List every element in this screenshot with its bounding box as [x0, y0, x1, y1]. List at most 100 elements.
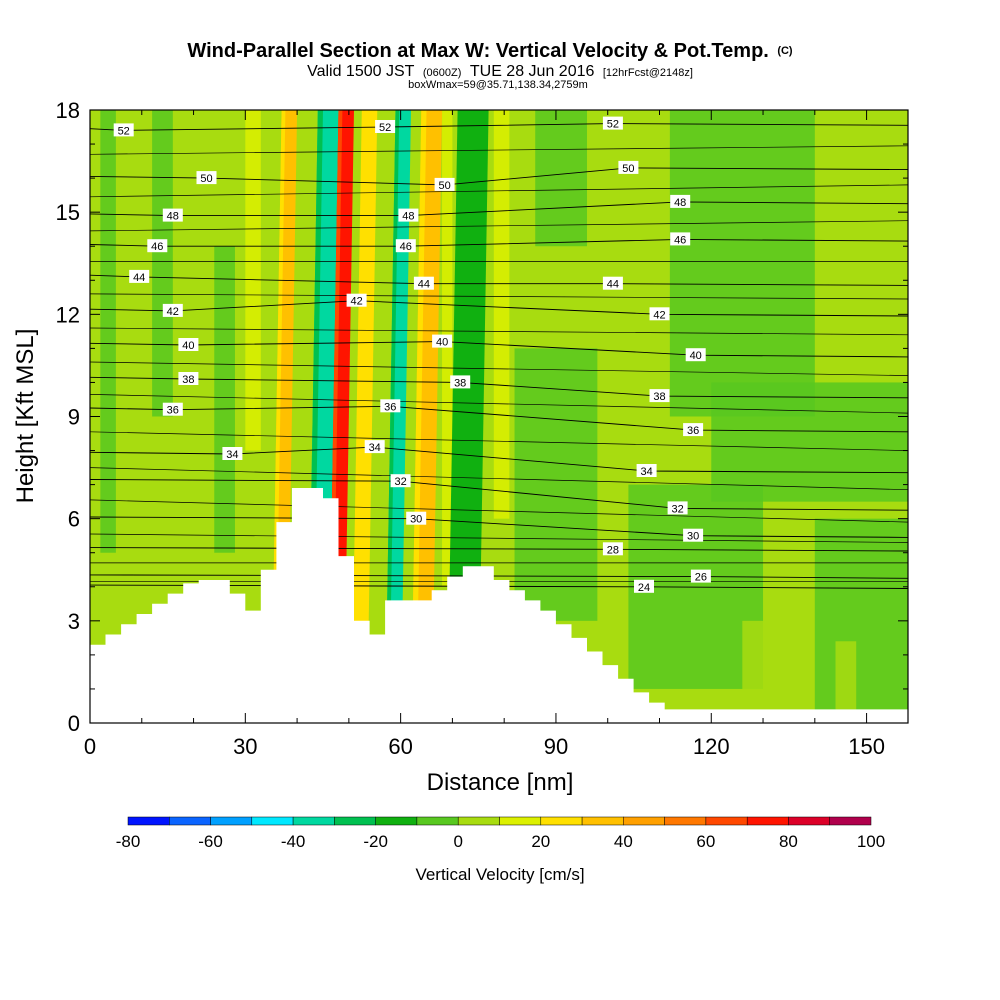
contour-label-box [364, 440, 385, 454]
contour-label-box [634, 579, 654, 593]
contour-label-box [667, 501, 688, 515]
contour-label-box [649, 389, 670, 403]
contour-label-text: 46 [151, 241, 163, 253]
theta-contour-label: 44 [129, 269, 150, 284]
theta-contour-label: 42 [162, 303, 183, 318]
theta-contour-label: 40 [685, 348, 706, 362]
contour-label-box [196, 171, 217, 185]
y-tick-label: 12 [56, 302, 80, 327]
theta-contour-label: 32 [390, 474, 411, 488]
contour-label-text: 50 [438, 180, 450, 192]
contour-label-box [432, 334, 453, 348]
contour-label-box [413, 276, 434, 290]
velocity-band-edge [385, 110, 400, 723]
velocity-band-edge [271, 110, 286, 723]
contour-label-text: 40 [436, 337, 448, 349]
theta-contour-label: 30 [406, 511, 427, 526]
colorbar-swatch [623, 816, 665, 826]
velocity-patch [245, 110, 261, 451]
contour-label-box [380, 399, 401, 413]
y-tick-label: 6 [68, 507, 80, 532]
contour-label-box [129, 269, 150, 283]
contour-label-box [375, 120, 396, 133]
theta-contour-label: 48 [398, 208, 419, 223]
contour-label-text: 44 [418, 279, 430, 291]
velocity-patch [514, 348, 598, 621]
colorbar-tick-label: 60 [696, 832, 715, 851]
contour-label-box [683, 423, 704, 437]
contour-label-text: 50 [622, 163, 634, 175]
theta-contour [90, 145, 908, 155]
contour-label-box [685, 348, 706, 362]
contour-label-text: 44 [133, 272, 145, 284]
contour-label-box [618, 160, 639, 174]
contour-label-box [113, 123, 134, 137]
contour-label-box [178, 372, 199, 385]
theta-contour-label: 52 [602, 116, 623, 131]
colorbar-tick-label: -40 [281, 832, 306, 851]
contour-label-text: 48 [167, 211, 179, 223]
theta-contour [90, 394, 908, 414]
colorbar-swatch [292, 816, 335, 826]
colorbar-tick-label: -20 [363, 832, 388, 851]
theta-contour-label: 52 [113, 123, 134, 137]
theta-contour [90, 479, 908, 511]
y-tick-label: 18 [56, 98, 80, 123]
theta-contour [90, 327, 908, 336]
contour-label-text: 24 [638, 582, 650, 594]
velocity-band-edge [411, 110, 427, 723]
contour-label-box [395, 239, 416, 253]
theta-contour-label: 36 [162, 402, 183, 417]
colorbar-tick-label: 20 [531, 832, 550, 851]
theta-contour-label: 34 [364, 440, 385, 454]
colorbar-swatch [416, 816, 459, 826]
theta-contour-label: 30 [683, 528, 704, 543]
colorbar-tick-label: 0 [453, 832, 462, 851]
subtitle-fcst: [12hrFcst@2148z] [603, 67, 693, 79]
contour-label-text: 32 [394, 476, 406, 488]
contour-label-text: 52 [379, 122, 391, 134]
contour-label-box [346, 293, 367, 307]
theta-contour-label: 46 [147, 239, 168, 253]
theta-contour-label: 42 [649, 307, 670, 321]
contour-label-text: 36 [687, 425, 699, 437]
theta-contour-label: 44 [413, 276, 434, 291]
contour-label-text: 34 [226, 449, 238, 461]
theta-contour [90, 516, 908, 538]
contour-label-box [602, 542, 623, 556]
velocity-patch [835, 641, 857, 710]
contour-label-text: 48 [402, 211, 414, 223]
contour-label-box [683, 528, 704, 542]
velocity-patch [442, 110, 453, 587]
theta-contour-label: 24 [634, 579, 654, 594]
contour-label-text: 40 [690, 350, 702, 362]
contour-label-text: 32 [671, 504, 683, 516]
theta-contour-label: 38 [649, 389, 670, 403]
contour-label-text: 26 [695, 572, 707, 584]
subtitle-utc: (0600Z) [423, 67, 462, 79]
theta-contour-label: 48 [670, 194, 691, 209]
colorbar-swatch [788, 816, 830, 826]
colorbar-label: Vertical Velocity [cm/s] [415, 865, 584, 884]
colorbar-tick-label: 100 [857, 832, 885, 851]
contour-label-box [162, 208, 183, 222]
theta-contour-label: 42 [346, 293, 367, 308]
contour-label-text: 34 [369, 442, 381, 454]
colorbar-swatch [705, 816, 748, 826]
x-axis-label: Distance [nm] [427, 769, 574, 796]
title-text: Wind-Parallel Section at Max W: Vertical… [187, 40, 768, 62]
contour-label-text: 52 [118, 125, 130, 137]
velocity-patch [100, 110, 116, 553]
subtitle-main: Valid 1500 JST [307, 63, 415, 80]
velocity-patch [214, 246, 235, 553]
contour-label-box [398, 208, 419, 222]
y-axis-label: Height [Kft MSL] [12, 329, 39, 504]
colorbar-tick-label: -60 [198, 832, 223, 851]
theta-contour-label: 34 [222, 447, 243, 461]
x-tick-label: 0 [84, 734, 96, 759]
subtitle-date: TUE 28 Jun 2016 [470, 63, 595, 80]
theta-contour-label: 26 [690, 569, 711, 584]
colorbar-swatch [210, 816, 253, 826]
